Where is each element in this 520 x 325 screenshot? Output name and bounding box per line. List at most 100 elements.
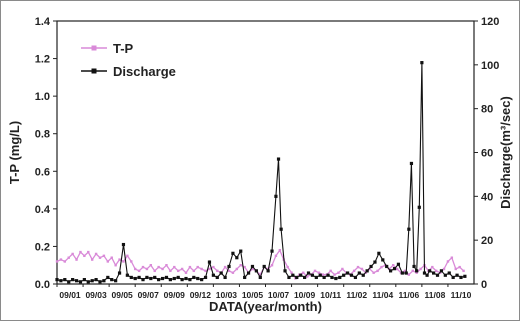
- discharge-point: [219, 271, 223, 275]
- legend-discharge-label: Discharge: [113, 64, 176, 79]
- x-axis-tick-label: 09/03: [85, 290, 107, 300]
- discharge-point: [373, 260, 377, 264]
- discharge-point: [463, 274, 467, 278]
- tp-point: [55, 260, 59, 263]
- discharge-point: [412, 264, 416, 269]
- tp-point: [122, 260, 125, 263]
- tp-point: [216, 269, 219, 273]
- tp-point: [270, 264, 274, 267]
- discharge-point: [172, 276, 176, 281]
- discharge-point: [145, 275, 149, 280]
- discharge-point: [63, 278, 67, 282]
- discharge-point: [432, 271, 436, 275]
- tp-point: [75, 258, 78, 261]
- tp-point: [204, 269, 207, 273]
- discharge-point: [349, 273, 354, 277]
- discharge-point: [106, 275, 110, 280]
- discharge-point: [435, 273, 440, 277]
- tp-point: [102, 254, 106, 258]
- tp-point: [79, 250, 82, 254]
- discharge-point: [392, 267, 397, 271]
- tp-point: [243, 265, 246, 269]
- discharge-point: [114, 279, 118, 283]
- tp-point: [419, 267, 422, 271]
- left-axis-tick-label: 0.6: [35, 166, 50, 178]
- tp-point: [360, 267, 364, 271]
- discharge-point: [110, 278, 114, 282]
- discharge-point: [200, 278, 204, 282]
- tp-point: [235, 267, 239, 271]
- discharge-point: [283, 269, 287, 273]
- tp-point: [71, 252, 74, 256]
- x-axis-title: DATA(year/month): [209, 299, 322, 314]
- discharge-point: [262, 264, 266, 269]
- discharge-point: [246, 271, 251, 275]
- x-axis-tick-label: 10/05: [242, 290, 264, 300]
- discharge-point: [250, 264, 255, 269]
- tp-point: [306, 275, 309, 278]
- discharge-point: [407, 227, 411, 231]
- tp-point: [231, 271, 235, 274]
- x-axis-tick-label: 09/05: [112, 290, 134, 300]
- discharge-point: [396, 262, 401, 266]
- x-axis-tick-label: 09/09: [164, 290, 186, 300]
- tp-point: [133, 267, 137, 271]
- x-axis-tick-label: 11/08: [425, 290, 446, 300]
- tp-point: [352, 269, 356, 273]
- tp-point: [411, 269, 414, 273]
- tp-point: [462, 269, 465, 273]
- discharge-point: [227, 264, 231, 269]
- discharge-point: [322, 275, 326, 280]
- tp-point: [450, 256, 454, 259]
- discharge-point: [55, 278, 59, 282]
- discharge-series-line: [56, 62, 466, 283]
- tp-point: [98, 256, 102, 259]
- discharge-point: [385, 264, 389, 269]
- tp-point: [290, 271, 293, 274]
- tp-point: [192, 269, 196, 273]
- discharge-point: [215, 275, 219, 280]
- tp-point: [341, 267, 344, 271]
- x-axis-tick-label: 10/11: [320, 290, 341, 300]
- discharge-point: [404, 271, 408, 275]
- discharge-point: [302, 275, 307, 280]
- discharge-point: [258, 275, 262, 280]
- tp-point: [403, 269, 407, 273]
- x-axis-tick-label: 09/12: [190, 290, 212, 300]
- left-axis-tick-label: 0.0: [35, 279, 50, 291]
- tp-point: [184, 271, 188, 274]
- discharge-point: [447, 271, 451, 275]
- discharge-point: [279, 227, 283, 231]
- discharge-point: [326, 273, 330, 277]
- tp-point: [169, 269, 172, 273]
- discharge-point: [254, 269, 258, 273]
- right-axis-tick-label: 40: [481, 191, 493, 203]
- right-axis-tick-label: 100: [481, 60, 499, 72]
- discharge-point: [137, 275, 141, 280]
- tp-point: [313, 269, 317, 273]
- discharge-point: [153, 275, 157, 280]
- tp-point: [188, 265, 192, 269]
- tp-point: [130, 260, 133, 263]
- tp-point: [212, 265, 215, 269]
- tp-point: [278, 248, 282, 252]
- tp-point: [87, 250, 90, 254]
- discharge-point: [420, 61, 424, 65]
- discharge-point: [334, 276, 338, 281]
- tp-point: [368, 267, 371, 271]
- tp-point: [94, 252, 98, 256]
- discharge-point: [400, 271, 404, 275]
- discharge-point: [117, 271, 122, 275]
- discharge-point: [338, 275, 342, 280]
- discharge-point: [149, 276, 153, 281]
- legend-tp-marker: [91, 45, 97, 51]
- tp-point: [431, 265, 434, 269]
- discharge-point: [243, 275, 247, 280]
- tp-point: [392, 264, 395, 267]
- tp-point: [376, 269, 379, 273]
- discharge-point: [422, 271, 427, 275]
- discharge-point: [345, 271, 350, 275]
- discharge-point: [125, 273, 129, 277]
- discharge-point: [314, 275, 318, 280]
- tp-point: [372, 271, 375, 274]
